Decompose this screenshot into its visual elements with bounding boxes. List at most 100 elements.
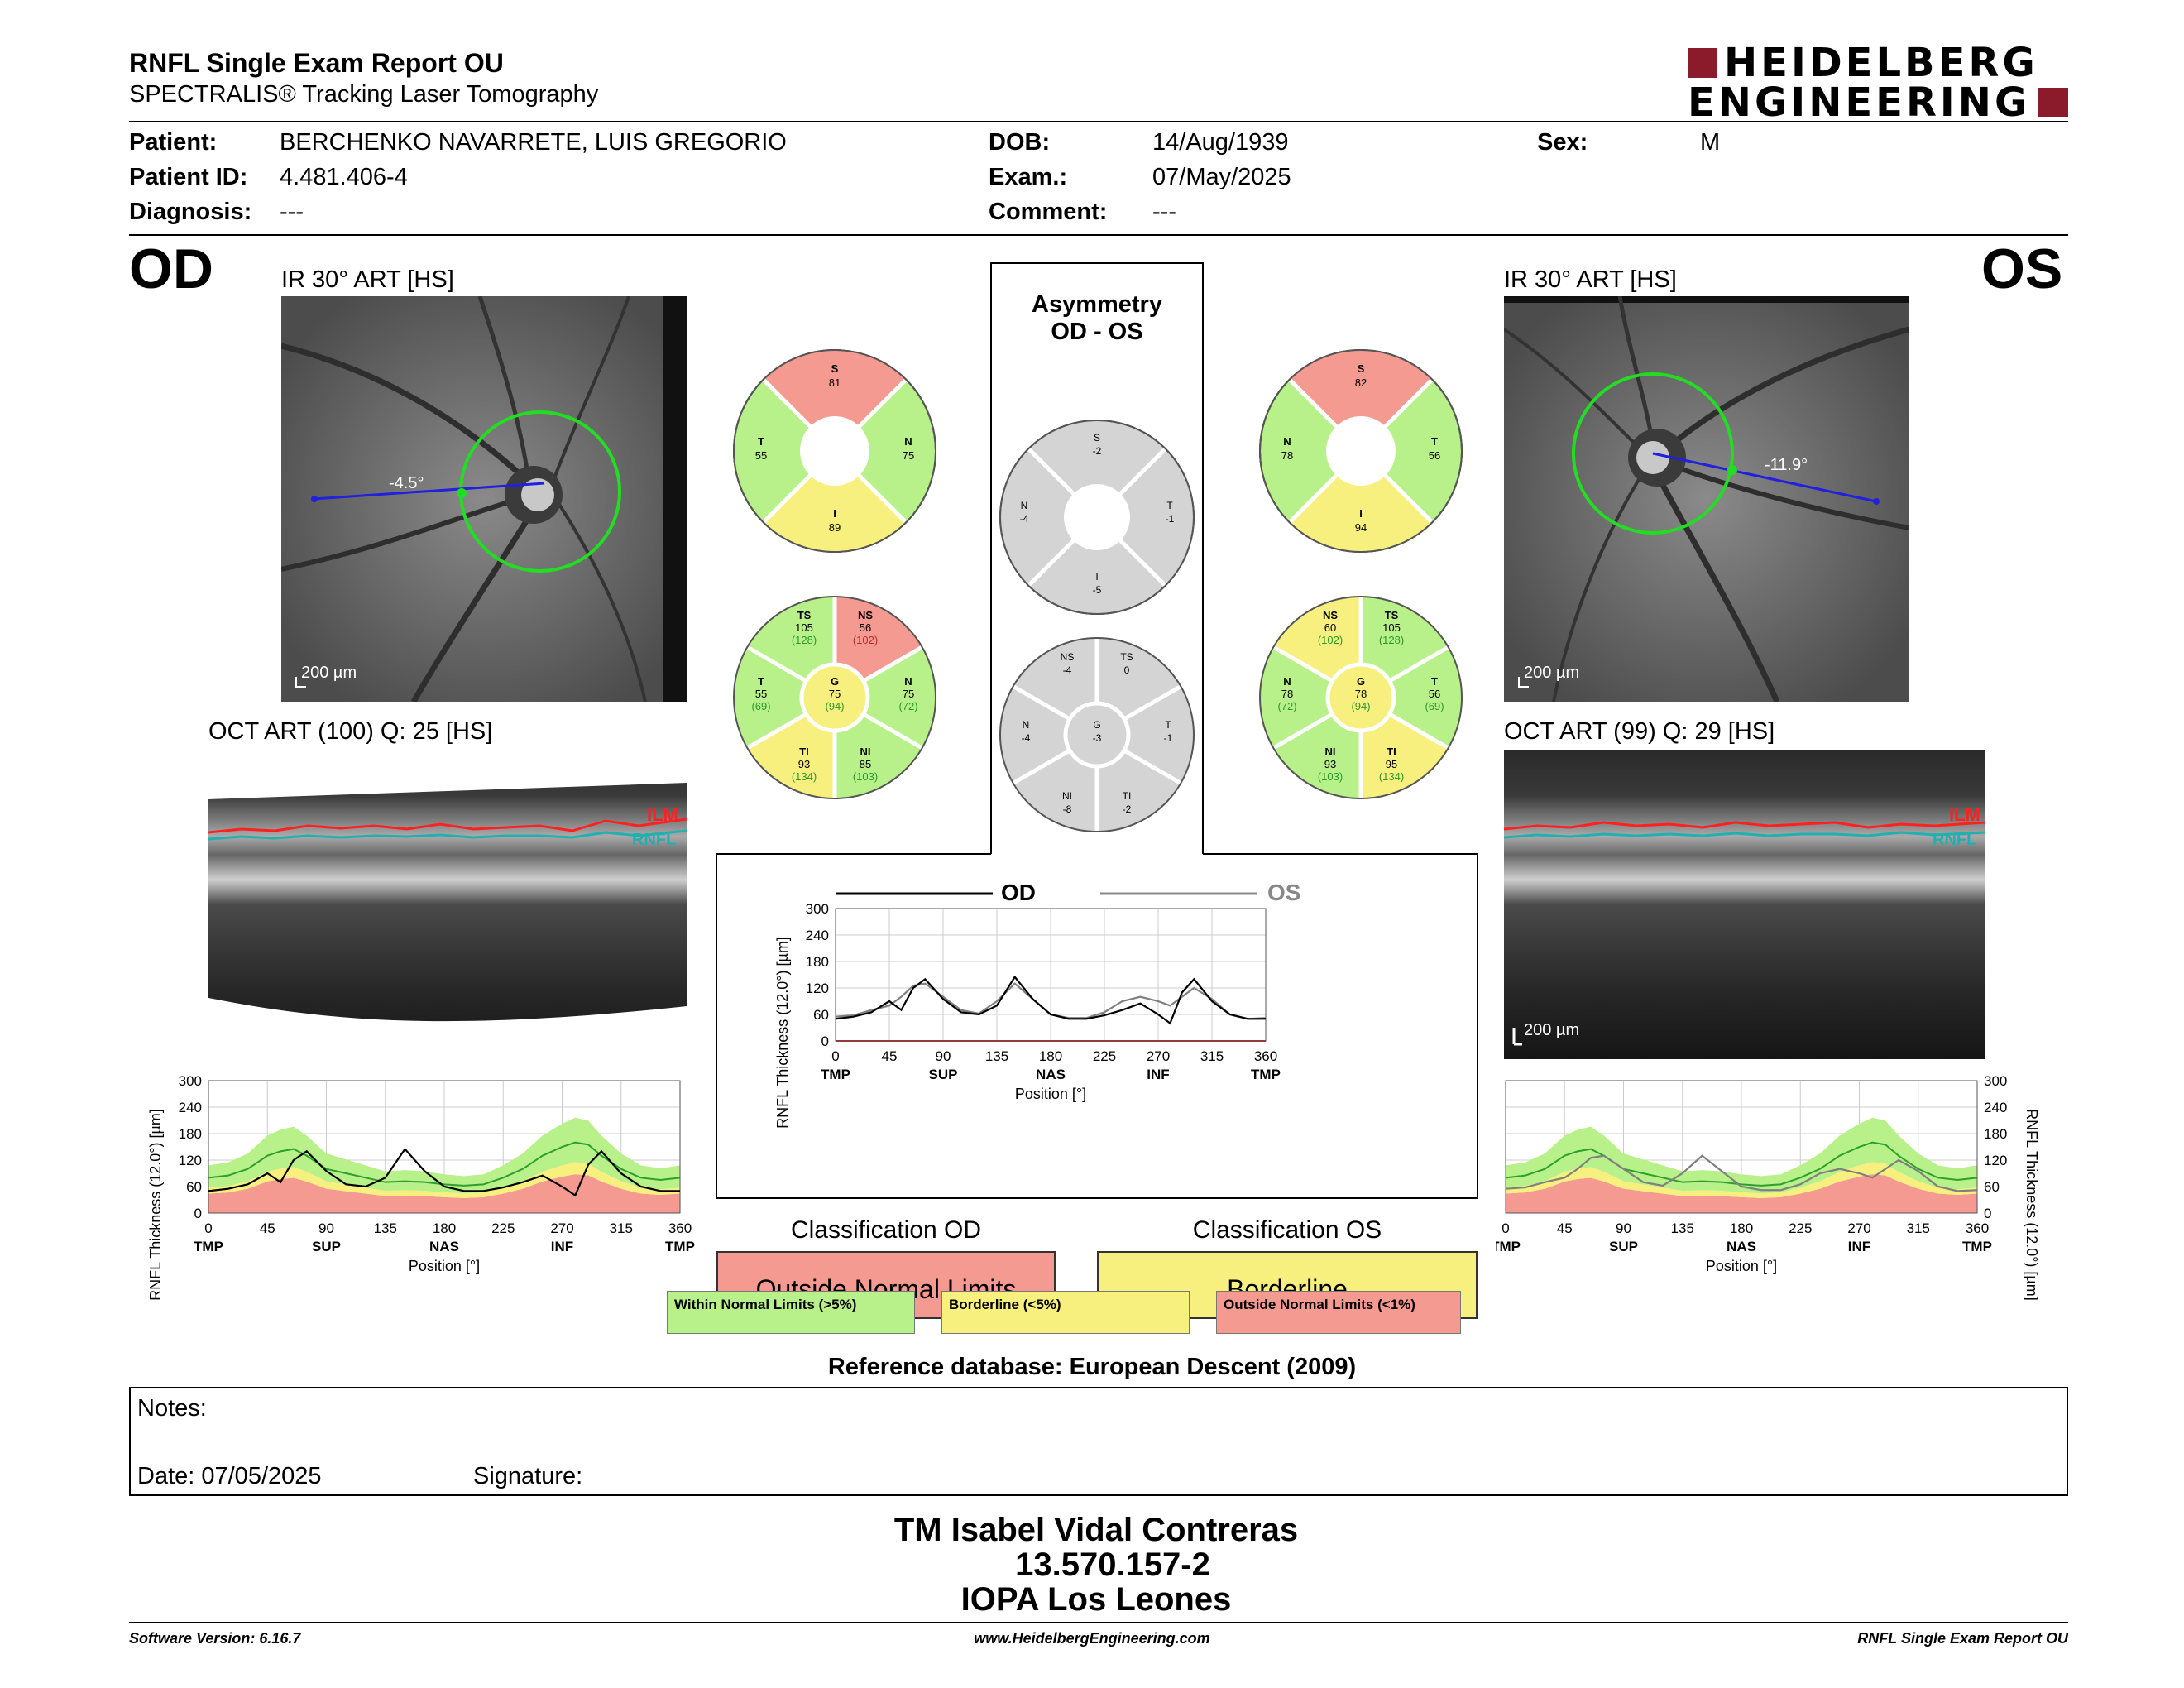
diagnosis-value: --- (280, 199, 304, 225)
footer-software-version: Software Version: 6.16.7 (129, 1630, 301, 1647)
os-quad-inferior (1289, 451, 1433, 553)
svg-text:G: G (831, 675, 839, 688)
x-tick-label: 45 (882, 1048, 898, 1064)
svg-text:G: G (1093, 719, 1100, 731)
x-tick-label: 45 (260, 1220, 275, 1236)
x-tick-label: 225 (1093, 1048, 1116, 1064)
asym-n-label: N (1021, 500, 1028, 511)
asymmetry-thickness-chart: 0 60 120 180 240 300 0 45 90 135 180 225 270 315 360 TM… (774, 880, 1300, 1129)
x-region-label: NAS (1727, 1239, 1756, 1254)
os-ni-value: 93 (1324, 758, 1336, 770)
svg-text:TI: TI (1123, 790, 1132, 802)
y-tick-label: 0 (194, 1206, 202, 1221)
exam-label: Exam.: (989, 164, 1068, 190)
asym-t-label: T (1166, 500, 1173, 511)
os-quadrant-diagram: S 82 N 78 T 56 I 94 (1259, 349, 1463, 553)
y-tick-label: 180 (179, 1126, 202, 1142)
y-tick-label: 240 (179, 1100, 202, 1115)
os-ns-value: 60 (1324, 621, 1336, 634)
report-title: RNFL Single Exam Report OU (129, 48, 504, 78)
y-tick-label: 0 (821, 1033, 829, 1049)
legend-within-normal: Within Normal Limits (>5%) (667, 1291, 915, 1334)
borderline-band (1506, 1162, 1977, 1198)
signature-id: 13.570.157-2 (1015, 1547, 1210, 1583)
x-region-label: SUP (929, 1067, 958, 1082)
os-g-normal: (94) (1351, 700, 1370, 712)
y-axis-label: RNFL Thickness (12.0°) [µm] (2024, 1109, 2040, 1301)
borderline-band (208, 1162, 680, 1198)
od-n6-value: 75 (903, 688, 914, 700)
svg-text:TS: TS (1385, 609, 1399, 621)
od-ir-image: -4.5° 200 µm (281, 296, 687, 702)
x-tick-label: 0 (1502, 1220, 1509, 1236)
od-ni-normal: (103) (853, 770, 878, 783)
exam-value: 07/May/2025 (1152, 164, 1291, 190)
x-tick-label: 360 (668, 1220, 692, 1236)
logo-text-top: HEIDELBERG (1724, 40, 2038, 86)
x-tick-label: 45 (1557, 1220, 1573, 1236)
series-line-os (1505, 1154, 1978, 1192)
od-ts-value: 105 (795, 621, 813, 634)
legend-label-od: OD (1001, 880, 1036, 905)
x-axis-label: Position [°] (1706, 1258, 1777, 1274)
os-thickness-chart: 0 60 120 180 240 300 0 45 90 135 180 225 270 315 360 TM… (1496, 1073, 2040, 1301)
asym-t6-value: -1 (1164, 732, 1173, 744)
x-tick-label: 315 (1907, 1220, 1930, 1236)
diagnosis-label: Diagnosis: (129, 199, 252, 225)
y-tick-label: 240 (806, 928, 829, 943)
x-tick-label: 90 (936, 1048, 951, 1064)
od-g-value: 75 (829, 688, 841, 700)
od-ts-normal: (128) (792, 634, 817, 646)
os-n6-normal: (72) (1277, 700, 1296, 712)
plot-frame (208, 1080, 681, 1214)
od-t6-normal: (69) (751, 700, 770, 712)
svg-text:N: N (1023, 719, 1030, 731)
od-t-value: 55 (755, 449, 767, 462)
asymmetry-title: Asymmetry OD - OS (991, 291, 1203, 346)
legend-outside-normal: Outside Normal Limits (<1%) (1216, 1291, 1461, 1334)
os-oct-scale: 200 µm (1524, 1021, 1580, 1039)
x-tick-label: 270 (1847, 1220, 1870, 1236)
y-tick-label: 60 (186, 1179, 202, 1195)
od-i-value: 89 (829, 521, 841, 534)
y-axis-label: RNFL Thickness (12.0°) [µm] (147, 1109, 164, 1301)
svg-text:NS: NS (858, 609, 873, 621)
header-divider (129, 121, 2068, 122)
od-thickness-chart: 0 60 120 180 240 300 0 45 90 135 180 225 270 315 360 TM… (147, 1073, 695, 1301)
logo-square-bottom (2038, 88, 2068, 117)
footer-website: www.HeidelbergEngineering.com (974, 1630, 1210, 1647)
plot-frame (1505, 1080, 1978, 1214)
od-quadrant-diagram: S 81 T 55 N 75 I 89 (733, 349, 936, 553)
od-oct-scale: 200 µm (228, 1021, 285, 1039)
svg-text:G: G (1357, 675, 1365, 688)
svg-text:NI: NI (860, 746, 871, 758)
svg-text:NI: NI (1325, 746, 1336, 758)
asym-s-label: S (1094, 432, 1100, 444)
os-ns-normal: (102) (1318, 634, 1343, 646)
asym-ts-value: 0 (1124, 664, 1130, 676)
asym-i-value: -5 (1093, 584, 1102, 596)
svg-text:N: N (904, 675, 912, 688)
comment-label: Comment: (989, 199, 1108, 225)
od-ni-value: 85 (860, 758, 871, 770)
patient-label: Patient: (129, 129, 218, 156)
os-n-value: 78 (1281, 449, 1293, 462)
od-ns-normal: (102) (853, 634, 878, 646)
patient-id-value: 4.481.406-4 (280, 164, 408, 190)
od-oct-drawing (208, 750, 687, 1059)
x-tick-label: 270 (550, 1220, 573, 1236)
svg-text:NS: NS (1323, 609, 1338, 621)
od-n6-normal: (72) (898, 700, 917, 712)
dob-label: DOB: (989, 129, 1051, 156)
od-g-normal: (94) (825, 700, 844, 712)
x-tick-label: 225 (1789, 1220, 1812, 1236)
od-i-label: I (833, 507, 836, 520)
y-tick-label: 300 (806, 901, 829, 917)
y-tick-label: 0 (1984, 1206, 1991, 1221)
os-g-value: 78 (1355, 688, 1367, 700)
x-tick-label: 0 (831, 1048, 839, 1064)
notes-label: Notes: (137, 1395, 207, 1422)
classification-os-title: Classification OS (1192, 1216, 1382, 1244)
x-axis-label: Position [°] (409, 1258, 480, 1274)
os-fundus-drawing: -11.9° (1504, 296, 1909, 702)
